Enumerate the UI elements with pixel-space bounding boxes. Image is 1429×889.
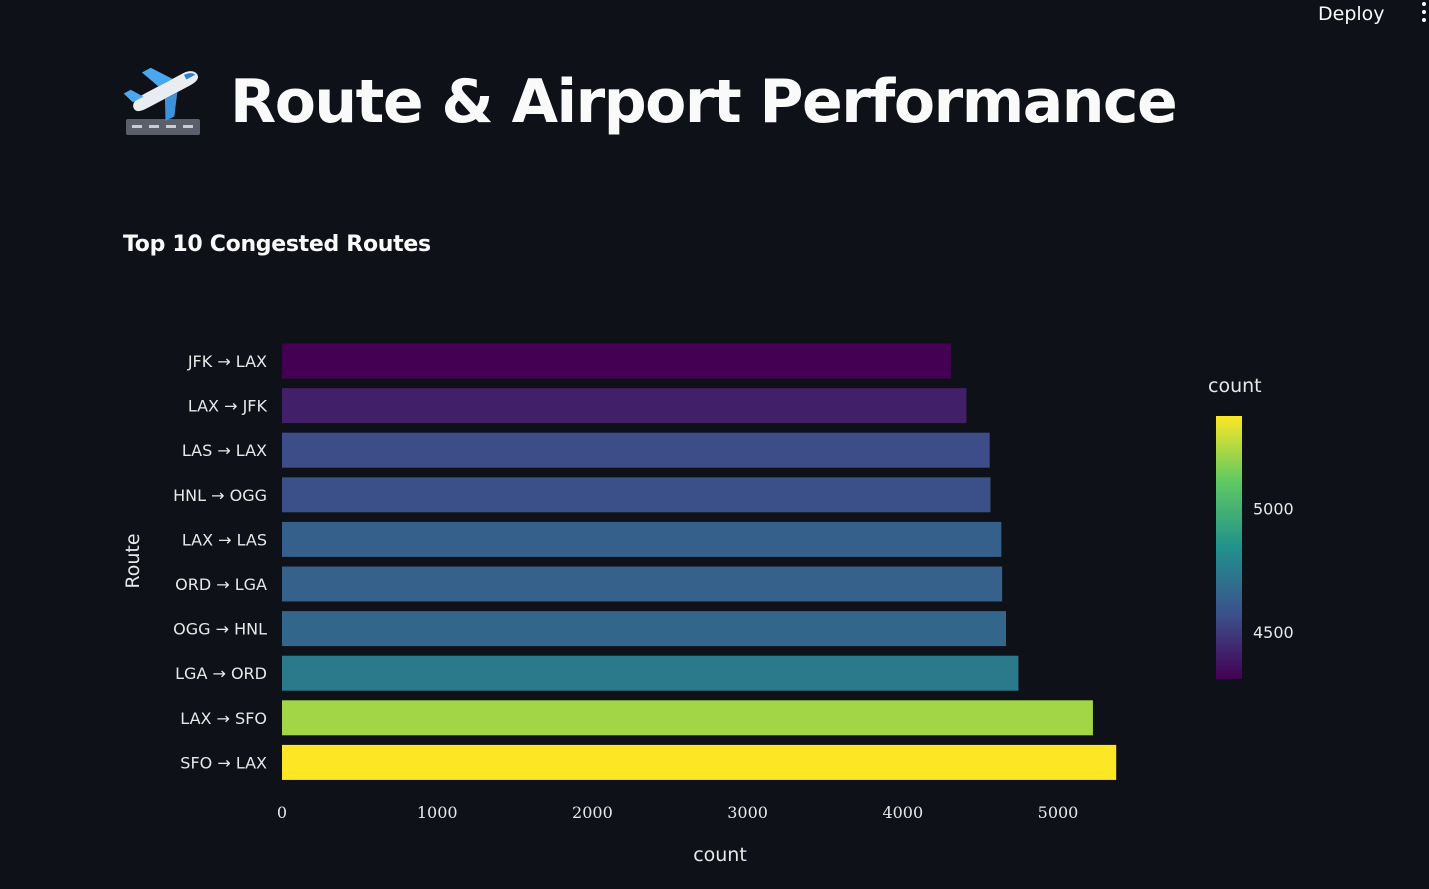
colorbar-gradient <box>1216 416 1242 679</box>
x-tick-label: 0 <box>277 803 287 822</box>
colorbar-title: count <box>1208 375 1262 397</box>
x-tick-label: 1000 <box>417 803 458 822</box>
route-label: JFK → LAX <box>187 352 267 371</box>
route-label: SFO → LAX <box>180 753 267 772</box>
chart-subtitle: Top 10 Congested Routes <box>123 232 431 257</box>
route-label: LGA → ORD <box>175 664 267 683</box>
route-label: HNL → OGG <box>173 486 267 505</box>
congested-routes-bar-chart: JFK → LAX LAX → JFK LAS → LAX HNL → OGG LAX … <box>122 343 1294 866</box>
colorbar-tick-label: 4500 <box>1253 623 1294 642</box>
route-label: ORD → LGA <box>175 575 267 594</box>
bar-lax-jfk[interactable] <box>282 388 967 424</box>
route-label: OGG → HNL <box>173 620 267 639</box>
x-tick-label: 4000 <box>882 803 923 822</box>
bar-jfk-lax[interactable] <box>282 343 951 379</box>
route-label: LAX → SFO <box>180 709 267 728</box>
colorbar-tick-label: 5000 <box>1253 500 1294 519</box>
y-axis-title: Route <box>122 533 144 588</box>
colorbar-tick-labels: 5000 4500 <box>1253 500 1294 642</box>
count-tick-labels: 0 1000 2000 3000 4000 5000 <box>277 803 1078 822</box>
route-tick-labels: JFK → LAX LAX → JFK LAS → LAX HNL → OGG LAX … <box>173 352 267 772</box>
route-label: LAX → LAS <box>182 530 267 549</box>
x-tick-label: 3000 <box>727 803 768 822</box>
page-header: Route & Airport Performance <box>124 62 1178 142</box>
deploy-button[interactable]: Deploy <box>1312 0 1391 28</box>
bar-sfo-lax[interactable] <box>282 744 1117 780</box>
bar-lax-sfo[interactable] <box>282 700 1093 736</box>
bar-ord-lga[interactable] <box>282 566 1003 602</box>
airplane-departure-icon <box>124 67 200 135</box>
page-title: Route & Airport Performance <box>230 67 1178 137</box>
bar-ogg-hnl[interactable] <box>282 611 1007 647</box>
colorbar: count 5000 4500 <box>1208 375 1294 679</box>
bar-hnl-ogg[interactable] <box>282 477 991 513</box>
route-label: LAX → JFK <box>188 397 268 416</box>
x-axis-title: count <box>693 844 747 866</box>
bar-las-lax[interactable] <box>282 432 990 468</box>
chart-bars <box>282 343 1117 780</box>
bar-lax-las[interactable] <box>282 521 1002 557</box>
bar-lga-ord[interactable] <box>282 655 1019 691</box>
x-tick-label: 5000 <box>1038 803 1079 822</box>
x-tick-label: 2000 <box>572 803 613 822</box>
top-toolbar: Deploy <box>0 0 1429 30</box>
route-label: LAS → LAX <box>182 441 267 460</box>
main-menu-icon[interactable] <box>1422 2 1429 24</box>
